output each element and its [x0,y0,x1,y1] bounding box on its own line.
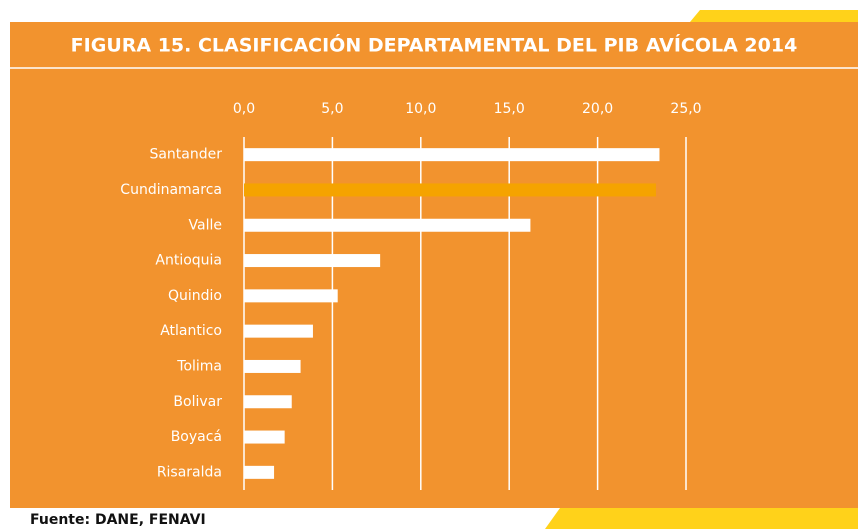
y-tick-label: Antioquia [155,253,222,269]
bar [244,254,381,268]
y-tick-label: Risaralda [157,464,222,480]
accent [690,10,858,22]
panel [10,22,858,508]
bar [244,465,275,479]
bar [244,218,531,232]
y-tick-label: Quindio [168,288,222,304]
bar [244,148,660,162]
bar [244,324,313,338]
x-tick-label: 20,0 [582,101,613,117]
chart-title: FIGURA 15. CLASIFICACIÓN DEPARTAMENTAL D… [71,33,798,57]
y-tick-label: Tolima [176,358,222,374]
y-tick-label: Boyacá [171,429,222,445]
y-tick-label: Bolivar [173,394,222,410]
y-tick-label: Santander [149,147,222,163]
y-tick-label: Atlantico [160,323,222,339]
x-tick-label: 25,0 [670,101,701,117]
y-tick-label: Valle [189,217,222,233]
bar [244,430,285,444]
bar [244,359,301,373]
source: Fuente: DANE, FENAVI [30,512,206,528]
y-tick-label: Cundinamarca [120,182,222,198]
bar [244,395,292,409]
accent [545,508,858,529]
x-tick-label: 10,0 [405,101,436,117]
x-tick-label: 15,0 [494,101,525,117]
x-tick-label: 5,0 [321,101,343,117]
bar [244,183,656,197]
bar [244,289,338,303]
x-tick-label: 0,0 [233,101,255,117]
